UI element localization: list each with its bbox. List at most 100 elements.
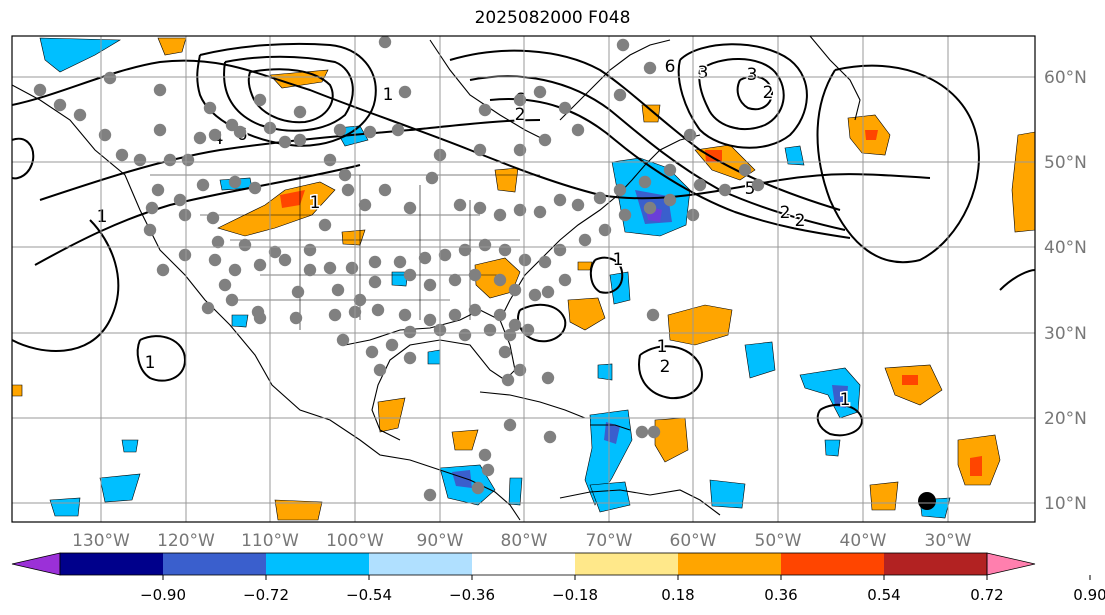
- contour-label: 2: [763, 83, 774, 103]
- station-dot: [473, 201, 487, 215]
- station-dot: [558, 273, 572, 287]
- colorbar-frame: [59, 552, 988, 576]
- station-dot: [513, 143, 527, 157]
- colorbar-swatch: [575, 553, 679, 575]
- station-dot: [478, 238, 492, 252]
- longitude-label: 60°W: [670, 531, 717, 551]
- longitude-label: 100°W: [326, 531, 384, 551]
- station-dot: [338, 168, 352, 182]
- graticule: [12, 36, 1035, 522]
- shade-pos: [667, 304, 733, 346]
- colorbar-swatch: [163, 553, 267, 575]
- station-dot: [638, 175, 652, 189]
- contour-label: 2: [795, 211, 806, 231]
- station-dot: [498, 243, 512, 257]
- station-dot: [663, 163, 677, 177]
- shade-neg: [824, 439, 841, 457]
- colorbar-label: −0.36: [449, 586, 495, 604]
- station-dot: [353, 293, 367, 307]
- shade-neg: [744, 341, 776, 379]
- colorbar-swatch: [678, 553, 782, 575]
- station-dot: [423, 488, 437, 502]
- shade-neg: [609, 271, 631, 305]
- contour-line: [677, 43, 808, 149]
- station-dot: [693, 178, 707, 192]
- contour-line: [449, 49, 841, 211]
- station-dot: [508, 318, 522, 332]
- contour-line: [489, 98, 851, 239]
- station-dot: [291, 285, 305, 299]
- station-dot: [145, 201, 159, 215]
- station-dot: [363, 125, 377, 139]
- colorbar-extend-high: [986, 552, 1036, 576]
- station-dot: [598, 223, 612, 237]
- station-dot: [458, 328, 472, 342]
- colorbar-swatch: [266, 553, 370, 575]
- station-dot: [751, 178, 765, 192]
- station-dot: [293, 133, 307, 147]
- station-dot: [468, 303, 482, 317]
- station-dot: [423, 278, 437, 292]
- shade-neg: [427, 349, 441, 365]
- shade-neg: [452, 470, 472, 488]
- shade-pos: [341, 229, 366, 246]
- station-dot: [371, 303, 385, 317]
- station-dot: [498, 345, 512, 359]
- station-dot: [228, 175, 242, 189]
- coastline-layer: [12, 36, 861, 521]
- station-dot: [289, 311, 303, 325]
- contour-line: [469, 75, 846, 231]
- longitude-label: 120°W: [157, 531, 215, 551]
- latitude-labels: 60°N 50°N 40°N 30°N 20°N 10°N: [1044, 68, 1087, 514]
- shade-neg: [604, 422, 620, 444]
- coastline-cuba: [479, 391, 586, 419]
- latitude-label: 50°N: [1044, 153, 1087, 173]
- longitude-label: 50°W: [755, 531, 802, 551]
- station-dot: [613, 183, 627, 197]
- station-dot: [238, 238, 252, 252]
- station-dot: [391, 123, 405, 137]
- shade-neg: [709, 479, 746, 509]
- shade-neg: [99, 473, 141, 503]
- station-dot: [201, 301, 215, 315]
- shade-pos: [705, 150, 722, 162]
- station-dot: [403, 325, 417, 339]
- longitude-label: 40°W: [840, 531, 887, 551]
- station-dot: [543, 430, 557, 444]
- colorbar-label: −0.90: [140, 586, 186, 604]
- coastline-hudson: [429, 39, 546, 141]
- station-dot: [683, 128, 697, 142]
- contour-line: [638, 345, 703, 400]
- station-dot: [663, 193, 677, 207]
- station-dot: [385, 338, 399, 352]
- station-dot: [473, 143, 487, 157]
- station-dot: [718, 183, 732, 197]
- shade-pos: [451, 429, 479, 451]
- station-dot: [253, 93, 267, 107]
- station-dot: [193, 131, 207, 145]
- station-dot: [218, 278, 232, 292]
- station-dot: [228, 263, 242, 277]
- contour-line: [12, 59, 931, 200]
- station-dot: [593, 191, 607, 205]
- station-dot: [163, 153, 177, 167]
- station-dot: [635, 425, 649, 439]
- station-dot: [616, 38, 630, 52]
- colorbar-label: −0.18: [552, 586, 598, 604]
- station-dot: [398, 308, 412, 322]
- shade-pos: [567, 297, 606, 331]
- contour-line: [589, 256, 624, 294]
- station-dot: [643, 61, 657, 75]
- station-dot: [393, 255, 407, 269]
- station-dot: [143, 223, 157, 237]
- contour-line: [698, 58, 785, 130]
- shade-pos: [869, 481, 899, 511]
- station-dot: [365, 345, 379, 359]
- station-dot: [103, 71, 117, 85]
- station-dot: [571, 123, 585, 137]
- station-dot: [248, 181, 262, 195]
- contour-label: 6: [665, 57, 676, 77]
- station-dot: [278, 135, 292, 149]
- station-dot: [208, 253, 222, 267]
- station-dot: [403, 201, 417, 215]
